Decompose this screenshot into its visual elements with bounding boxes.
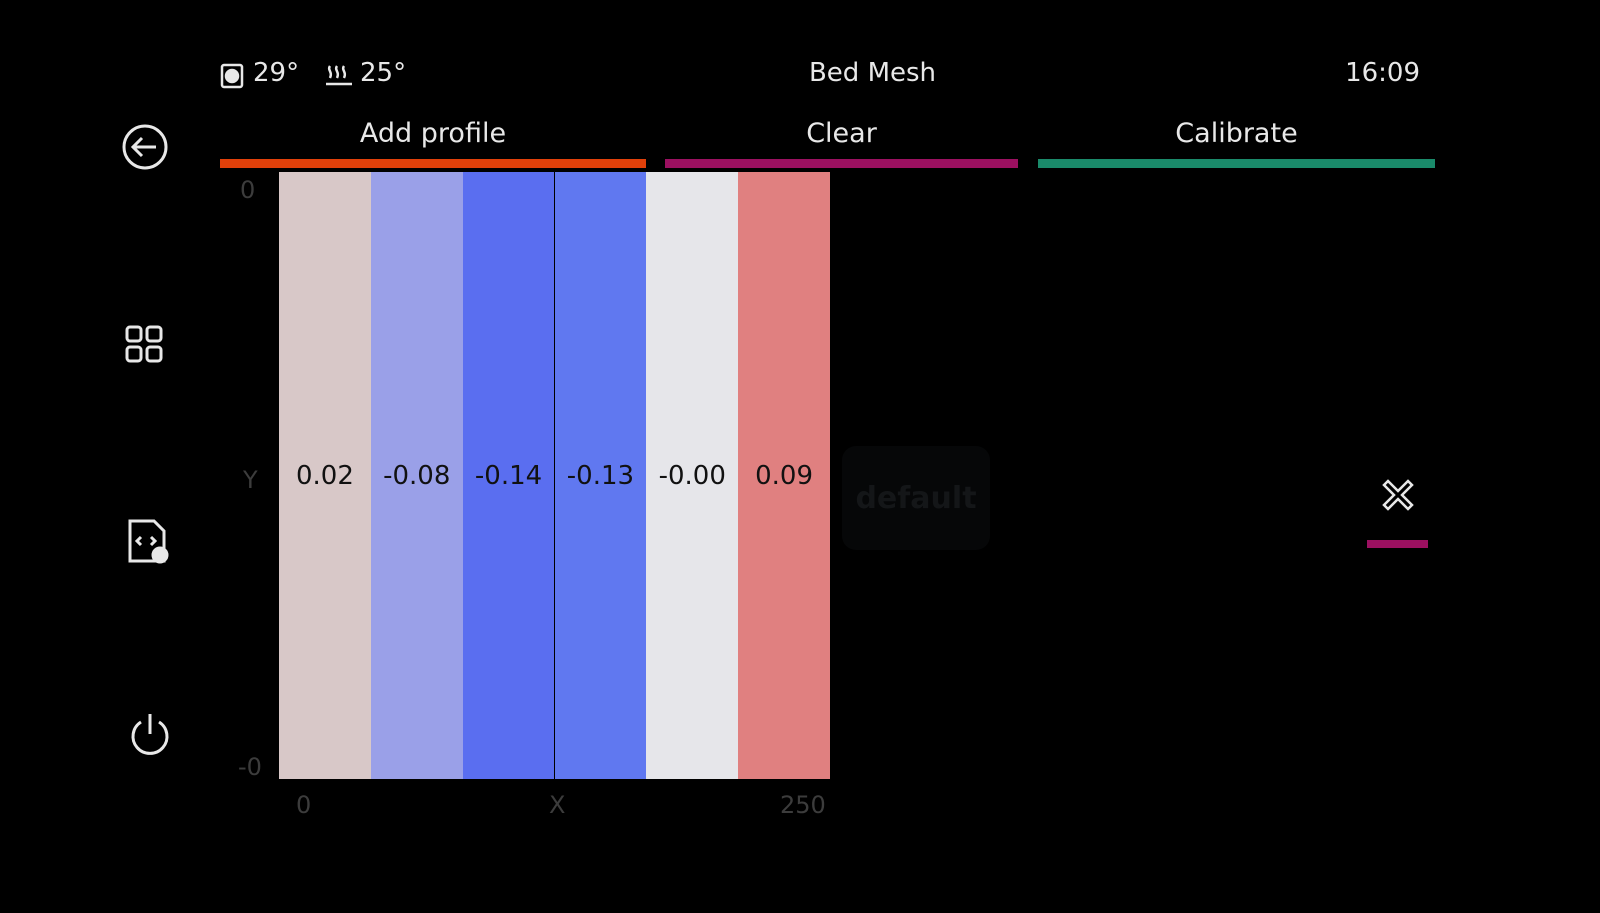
bed-icon [326, 65, 352, 86]
mesh-cell: -0.08 [370, 172, 463, 779]
y-axis-top: 0 [240, 176, 256, 204]
x-axis-label: X [549, 791, 566, 819]
mesh-cell: -0.14 [462, 172, 555, 779]
power-button[interactable] [127, 710, 173, 756]
x-axis-left: 0 [296, 791, 312, 819]
back-button[interactable] [120, 122, 170, 172]
y-axis-bottom: -0 [238, 753, 262, 781]
button-underline [1038, 159, 1435, 168]
extruder-icon [220, 63, 244, 89]
y-axis-label: Y [243, 466, 258, 494]
button-label: Add profile [359, 118, 507, 149]
delete-bar [1367, 540, 1428, 548]
toolbar-button[interactable]: Clear [665, 114, 1018, 168]
menu-button[interactable] [124, 324, 166, 366]
clock: 16:09 [1345, 58, 1420, 88]
macros-button[interactable] [126, 517, 172, 565]
profile-button[interactable]: default [842, 446, 990, 550]
delete-profile-button[interactable] [1378, 475, 1418, 513]
mesh-cell: -0.00 [646, 172, 739, 779]
mesh-cell: -0.13 [554, 172, 647, 779]
mesh-cell: 0.02 [279, 172, 371, 779]
button-underline [220, 159, 646, 168]
extruder-temp: 29° [253, 58, 300, 88]
button-label: Calibrate [1175, 118, 1298, 149]
mesh-cell: 0.09 [738, 172, 830, 779]
toolbar-button[interactable]: Calibrate [1038, 114, 1435, 168]
x-axis-right: 250 [780, 791, 826, 819]
bed-temp: 25° [360, 58, 407, 88]
button-underline [665, 159, 1018, 168]
toolbar-button[interactable]: Add profile [220, 114, 646, 168]
page-title: Bed Mesh [808, 58, 937, 88]
button-label: Clear [806, 118, 877, 149]
